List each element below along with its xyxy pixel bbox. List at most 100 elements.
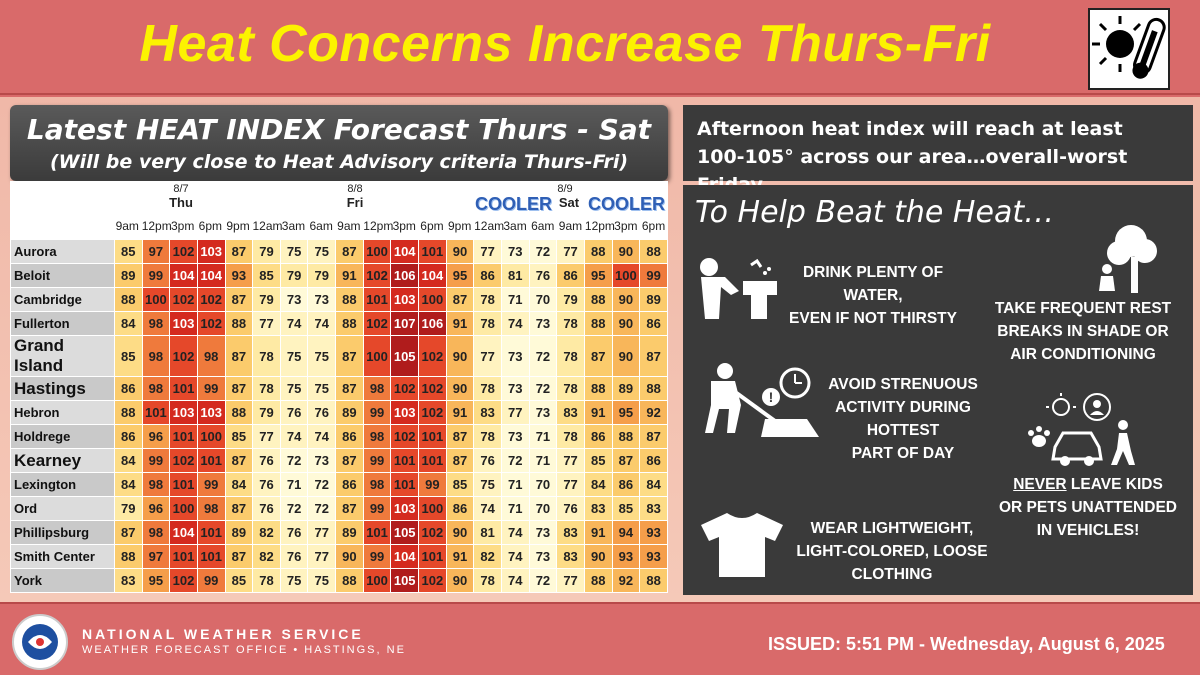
heat-index-cell: 73	[500, 239, 530, 264]
heat-index-cell: 88	[583, 376, 613, 401]
city-name: Cambridge	[10, 287, 115, 312]
heat-index-cell: 74	[307, 424, 337, 449]
heat-index-cell: 89	[224, 520, 254, 545]
tshirt-icon	[697, 509, 787, 584]
heat-index-cell: 81	[473, 520, 502, 545]
tips-title: To Help Beat the Heat…	[695, 195, 1055, 230]
tip-water: DRINK PLENTY OF WATER, EVEN IF NOT THIRS…	[783, 261, 963, 330]
heat-index-cell: 70	[528, 472, 558, 497]
heat-index-cell: 95	[583, 263, 613, 288]
heat-index-cell: 87	[224, 544, 254, 569]
heat-index-cell: 73	[528, 520, 558, 545]
hour-label: 9pm	[447, 219, 472, 233]
hour-label: 3pm	[392, 219, 416, 233]
heat-index-cell: 85	[224, 568, 254, 593]
forecast-title: Latest HEAT INDEX Forecast Thurs - Sat	[26, 113, 652, 146]
tip-line: WEAR LIGHTWEIGHT,	[810, 520, 974, 537]
table-row: Kearney 84 99 102 101 87 76 72 73 87 99 101 101 87 76 7…	[10, 448, 668, 473]
heat-index-cell: 98	[362, 376, 392, 401]
heat-index-cell: 71	[500, 287, 530, 312]
heat-index-cell: 98	[141, 472, 171, 497]
heat-index-cell: 77	[556, 448, 585, 473]
heat-index-cell: 86	[611, 472, 641, 497]
nws-logo-icon	[12, 614, 68, 670]
heat-index-cell: 102	[362, 263, 392, 288]
heat-index-cell: 100	[418, 287, 447, 312]
heat-index-cell: 76	[528, 263, 558, 288]
tips-panel: To Help Beat the Heat… DRINK PLENTY OF W…	[683, 185, 1193, 595]
heat-index-cell: 98	[362, 424, 392, 449]
heat-index-cell: 93	[639, 544, 668, 569]
heat-index-cell: 87	[335, 335, 364, 377]
heat-index-cell: 78	[252, 376, 281, 401]
heat-index-cell: 72	[279, 448, 309, 473]
heat-index-cell: 73	[528, 400, 558, 425]
heat-index-cell: 75	[307, 239, 337, 264]
heat-index-cell: 77	[556, 568, 585, 593]
hour-label: 3pm	[170, 219, 195, 233]
heat-index-cell: 102	[196, 287, 226, 312]
heat-index-cell: 75	[279, 335, 309, 377]
table-row: Smith Center 88 97 101 101 87 82 76 77 90 99 104 101…	[10, 544, 668, 569]
tip-line: OR PETS UNATTENDED	[999, 499, 1177, 516]
heat-index-cell: 99	[418, 472, 447, 497]
heat-index-cell: 88	[639, 239, 668, 264]
heat-index-cell: 86	[639, 448, 668, 473]
hour-label: 9pm	[226, 219, 250, 233]
heat-index-cell: 78	[556, 424, 585, 449]
heat-index-cell: 87	[224, 376, 254, 401]
hour-label: 12am	[252, 219, 283, 233]
day-date: 8/9	[557, 183, 573, 195]
heat-index-cell: 79	[307, 263, 337, 288]
heat-index-cell: 103	[169, 311, 198, 336]
cooler-label: COOLER	[588, 194, 666, 214]
heat-index-cell: 76	[279, 400, 309, 425]
heat-index-cell: 84	[113, 448, 143, 473]
heat-index-cell: 86	[113, 376, 143, 401]
heat-index-cell: 101	[362, 520, 392, 545]
heat-index-cell: 83	[639, 496, 668, 521]
heat-index-cell: 89	[639, 287, 668, 312]
heat-index-cell: 73	[500, 335, 530, 377]
heat-index-cell: 101	[169, 376, 198, 401]
heat-index-cell: 87	[445, 287, 475, 312]
heat-index-cell: 99	[639, 263, 668, 288]
heat-index-cell: 102	[418, 335, 447, 377]
day-header-fri: 8/8 Fri	[248, 181, 462, 231]
heat-index-cell: 78	[556, 335, 585, 377]
heat-index-cell: 88	[113, 400, 143, 425]
heat-index-cell: 102	[390, 376, 420, 401]
city-name: Aurora	[10, 239, 115, 264]
heat-index-cell: 78	[473, 287, 502, 312]
city-name: Smith Center	[10, 544, 115, 569]
heat-index-cell: 99	[362, 496, 392, 521]
nws-org-name: NATIONAL WEATHER SERVICE	[82, 626, 364, 642]
hour-label: 6am	[309, 219, 333, 233]
hour-label: 3am	[503, 219, 527, 233]
heat-index-cell: 77	[556, 472, 585, 497]
tip-line: LIGHT-COLORED, LOOSE	[796, 543, 988, 560]
heat-index-cell: 88	[583, 568, 613, 593]
never-word: NEVER	[1013, 476, 1067, 493]
heat-index-cell: 77	[252, 424, 281, 449]
heat-index-cell: 107	[390, 311, 420, 336]
city-name: Phillipsburg	[10, 520, 115, 545]
heat-index-cell: 100	[362, 239, 392, 264]
heat-index-cell: 98	[196, 496, 226, 521]
heat-index-cell: 87	[224, 287, 254, 312]
heat-index-cell: 86	[445, 496, 475, 521]
heat-index-cell: 71	[500, 496, 530, 521]
heat-index-cell: 92	[611, 568, 641, 593]
heat-index-cell: 72	[528, 568, 558, 593]
heat-index-cell: 94	[611, 520, 641, 545]
hour-label: 12pm	[141, 219, 172, 233]
heat-index-cell: 95	[611, 400, 641, 425]
heat-index-cell: 88	[224, 400, 254, 425]
day-header-sat: 8/9 Sat	[462, 181, 668, 231]
city-name: York	[10, 568, 115, 593]
heat-index-cell: 76	[252, 448, 281, 473]
table-row: Lexington 84 98 101 99 84 76 71 72 86 98 101 99 85 75 7…	[10, 472, 668, 497]
heat-index-cell: 72	[528, 239, 558, 264]
info-box: Afternoon heat index will reach at least…	[683, 105, 1193, 196]
city-name: Lexington	[10, 472, 115, 497]
